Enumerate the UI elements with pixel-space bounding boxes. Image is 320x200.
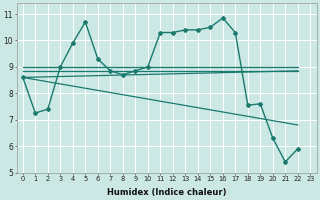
X-axis label: Humidex (Indice chaleur): Humidex (Indice chaleur) — [107, 188, 226, 197]
